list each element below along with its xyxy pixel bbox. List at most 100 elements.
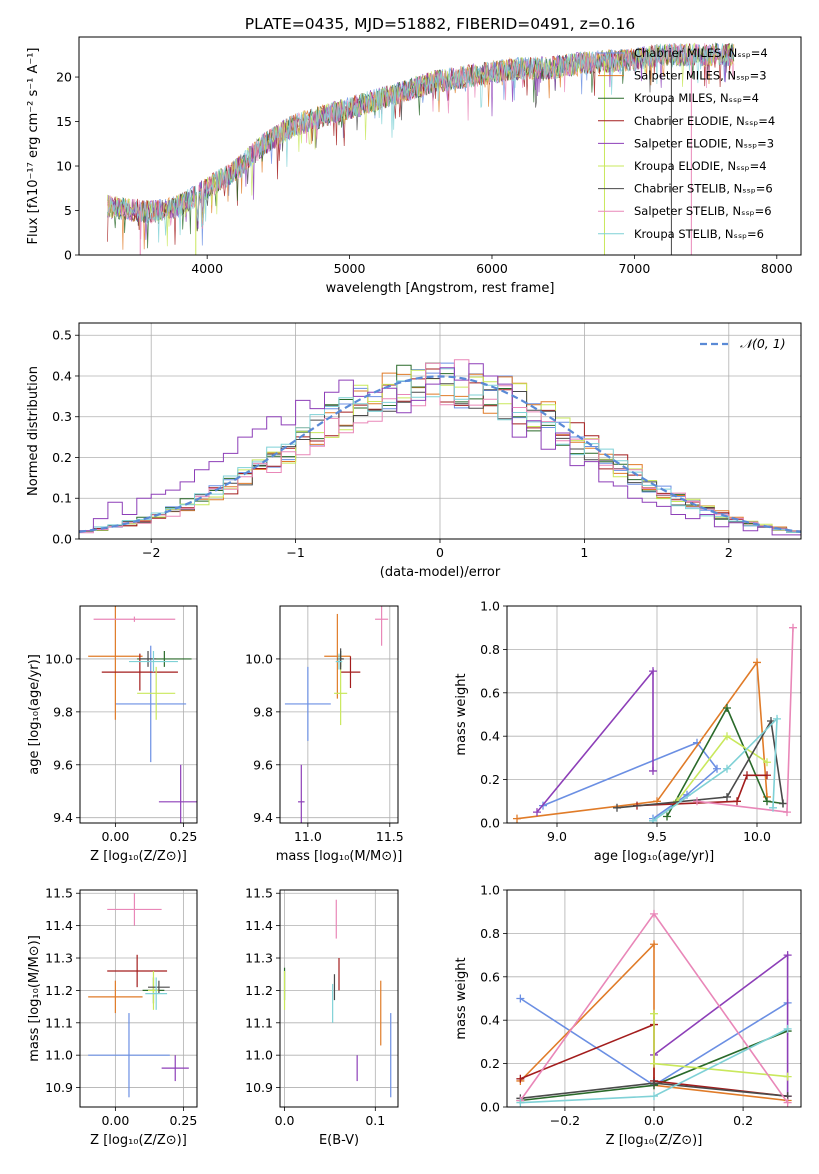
x-tick-label: 1 [580, 545, 588, 560]
axes-frame [78, 36, 802, 256]
plot-area [88, 893, 189, 1098]
series-line [536, 668, 654, 813]
x-tick-label: 0.2 [733, 1113, 753, 1128]
series-line [616, 718, 784, 809]
series-marker [723, 732, 731, 741]
error-bar-point [88, 1013, 170, 1098]
y-tick-label: 0.2 [52, 450, 72, 465]
y-axis-label: mass [log₁₀(M/M⊙)] [27, 935, 42, 1062]
x-tick-label: 2 [725, 545, 733, 560]
y-tick-label: 0.5 [52, 328, 72, 343]
chart-residuals: −2 −1 0 1 2 0.0 0.1 0.2 0.3 0.4 0.5 (data-model)/er… [26, 322, 802, 580]
plot-area [88, 606, 197, 823]
series-marker [516, 1074, 525, 1083]
x-tick-label: 11.5 [376, 829, 404, 844]
error-bar-point [145, 977, 168, 1010]
y-axis-label: age [log₁₀(age/yr)] [27, 654, 42, 775]
axes-frame [79, 889, 198, 1108]
series-marker [649, 667, 657, 676]
legend-label: Kroupa ELODIE, Nₛₛₚ=4 [634, 159, 767, 173]
series-marker [783, 951, 792, 960]
y-tick-label: 0.4 [480, 729, 500, 744]
axes-frame [279, 889, 399, 1108]
error-bar-point [115, 645, 187, 763]
y-tick-label: 11.5 [245, 886, 273, 901]
series-line [653, 1013, 788, 1078]
axes-frame [279, 605, 399, 824]
plot-area [513, 623, 797, 823]
x-tick-label: 0.0 [644, 1113, 664, 1128]
x-tick-label: 0.25 [169, 1113, 197, 1128]
y-tick-label: 10.9 [45, 1080, 73, 1095]
series-marker [783, 808, 791, 817]
y-tick-label: 11.5 [45, 886, 73, 901]
chart-mass-vs-Z: 0.00 0.25 10.9 11.0 11.1 11.2 11.3 11.4 11.5 Z [l… [27, 886, 198, 1148]
series-marker [649, 816, 657, 823]
series-marker [650, 940, 658, 949]
x-axis-label: Z [log₁₀(Z/Z⊙)] [606, 1133, 703, 1148]
y-tick-label: 0.8 [480, 642, 500, 657]
error-bar-point [298, 764, 305, 823]
y-tick-label: 1.0 [480, 883, 500, 898]
error-bar-point [324, 613, 351, 699]
x-axis-label: wavelength [Angstrom, rest frame] [326, 281, 555, 296]
x-axis-label: (data-model)/error [380, 565, 501, 580]
legend-label: Salpeter MILES, Nₛₛₚ=3 [634, 69, 767, 83]
x-tick-label: 6000 [476, 261, 508, 276]
series-line [666, 706, 784, 817]
y-tick-label: 0.6 [480, 969, 500, 984]
chart-mass-vs-EBV: 0.0 0.1 10.9 11.0 11.1 11.2 11.3 11.4 11.5 E(B-V) [245, 886, 399, 1148]
histogram-step [79, 368, 801, 539]
x-axis-label: mass [log₁₀(M/M⊙)] [276, 849, 403, 864]
y-tick-label: 10.0 [45, 651, 73, 666]
x-axis-label: age [log₁₀(age/yr)] [594, 849, 715, 864]
series-marker [733, 797, 741, 806]
series-marker [753, 658, 761, 667]
error-bar-point [161, 1055, 189, 1082]
error-bar-point [107, 954, 168, 988]
y-axis-label: mass weight [454, 957, 469, 1039]
x-tick-label: 0 [436, 545, 444, 560]
y-tick-label: 9.4 [253, 810, 273, 825]
series-marker [513, 814, 521, 823]
x-tick-label: 0.25 [169, 829, 197, 844]
weight-series [633, 771, 771, 810]
x-tick-label: 4000 [191, 261, 223, 276]
x-tick-label: 9.5 [647, 829, 667, 844]
y-tick-label: 0.1 [52, 491, 72, 506]
error-bar-point [284, 666, 331, 741]
error-bar-point [335, 653, 343, 670]
series-marker [723, 764, 731, 773]
plot-area [79, 359, 801, 539]
series-marker [763, 797, 771, 806]
series-marker [763, 771, 771, 780]
y-tick-label: 0.2 [480, 772, 500, 787]
chart-age-vs-mass: 11.0 11.5 9.4 9.6 9.8 10.0 mass [log₁₀(M/M⊙)] [245, 605, 404, 864]
error-bar-point [337, 648, 344, 670]
legend-label: Salpeter STELIB, Nₛₛₚ=6 [634, 204, 772, 218]
plot-area [516, 909, 792, 1107]
error-bar-point [101, 653, 178, 691]
legend: 𝒩(0, 1) [700, 336, 786, 351]
axes-frame [79, 605, 198, 824]
series-marker [789, 623, 797, 632]
y-tick-label: 0.3 [52, 409, 72, 424]
weight-series [613, 717, 787, 812]
series-marker [713, 764, 721, 773]
x-tick-label: 0.00 [101, 829, 129, 844]
chart-weight-vs-age: 9.0 9.5 10.0 0.0 0.2 0.4 0.6 0.8 1.0 age [log₁₀(a… [454, 599, 802, 864]
series-marker [769, 803, 777, 812]
x-tick-label: 11.0 [294, 829, 322, 844]
y-tick-label: 11.3 [45, 951, 73, 966]
chart-age-vs-Z: 0.00 0.25 9.4 9.6 9.8 10.0 Z [log₁₀(Z/Z⊙)] age … [27, 605, 198, 864]
series-marker [693, 797, 701, 806]
y-tick-label: 0.6 [480, 685, 500, 700]
y-tick-label: 11.3 [245, 951, 273, 966]
y-tick-label: 11.4 [45, 918, 73, 933]
y-axis-label: Normed distribution [26, 366, 41, 496]
axes-frame [506, 605, 802, 824]
y-tick-label: 20 [56, 70, 72, 85]
weight-series [533, 667, 657, 817]
axes-frame [78, 322, 802, 540]
series-marker [663, 812, 671, 821]
